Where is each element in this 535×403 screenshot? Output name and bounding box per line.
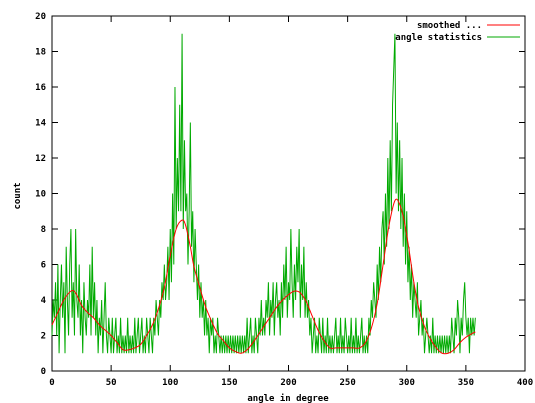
- y-tick-label: 12: [35, 154, 46, 164]
- series-line-smoothed: [51, 198, 476, 355]
- series-group: [51, 33, 476, 355]
- x-tick-label: 50: [106, 378, 117, 388]
- x-tick-label: 200: [280, 378, 296, 388]
- y-tick-label: 14: [35, 119, 46, 129]
- y-tick-label: 18: [35, 48, 46, 58]
- x-axis-label: angle in degree: [247, 393, 329, 403]
- x-tick-label: 250: [339, 378, 355, 388]
- x-tick-label: 350: [458, 378, 474, 388]
- y-tick-label: 6: [41, 261, 46, 271]
- y-tick-label: 2: [41, 332, 46, 342]
- y-tick-label: 8: [41, 225, 46, 235]
- y-tick-label: 20: [35, 12, 46, 22]
- y-tick-label: 16: [35, 83, 46, 93]
- legend-label: angle statistics: [395, 32, 482, 43]
- y-tick-label: 4: [41, 296, 47, 306]
- series-line-angle-statistics: [51, 33, 476, 354]
- x-tick-label: 0: [49, 378, 54, 388]
- y-tick-label: 10: [35, 190, 46, 200]
- axis-ticks: 0 50 100 150 200 250 300 350 400 0 2 4 6 8 10 12 14 16 18 2…: [35, 12, 533, 388]
- legend: smoothed ...angle statistics: [395, 21, 520, 43]
- y-axis-label: count: [13, 182, 23, 209]
- y-tick-label: 0: [41, 367, 46, 377]
- x-tick-label: 300: [399, 378, 415, 388]
- x-tick-label: 150: [221, 378, 237, 388]
- legend-label: smoothed ...: [417, 21, 482, 31]
- x-tick-label: 400: [517, 378, 533, 388]
- plot-frame: [51, 15, 526, 372]
- x-tick-label: 100: [162, 378, 178, 388]
